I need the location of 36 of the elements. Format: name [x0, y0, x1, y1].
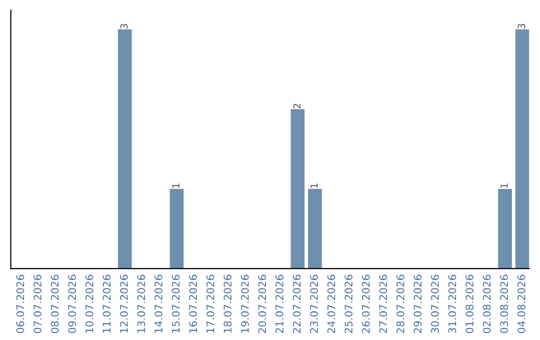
x-tick-label: 09.07.2026 — [68, 274, 76, 334]
x-tick-label: 13.07.2026 — [137, 274, 146, 333]
x-tick-label: 31.07.2026 — [448, 274, 456, 334]
data-label: 1 — [500, 184, 508, 188]
x-tick-label: 28.07.2026 — [396, 274, 404, 334]
x-tick-label: 27.07.2026 — [379, 274, 388, 334]
x-tick-label: 16.07.2026 — [189, 274, 197, 333]
data-label: 2 — [293, 104, 300, 108]
x-tick-label: 15.07.2026 — [172, 274, 180, 333]
x-tick-label: 02.08.2026 — [482, 274, 491, 334]
x-tick-label: 14.07.2026 — [154, 274, 162, 333]
x-tick-label: 23.07.2026 — [310, 274, 318, 334]
x-tick-label: 07.07.2026 — [34, 274, 42, 334]
x-tick-label: 25.07.2026 — [344, 274, 353, 334]
x-tick-label: 10.07.2026 — [85, 274, 94, 333]
x-tick-label: 29.07.2026 — [414, 274, 422, 334]
x-tick-label: 01.08.2026 — [466, 274, 474, 334]
x-tick-label: 19.07.2026 — [240, 274, 249, 333]
x-tick-label: 08.07.2026 — [50, 274, 59, 334]
x-tick-label: 20.07.2026 — [258, 274, 266, 334]
x-tick-label: 22.07.2026 — [292, 274, 301, 334]
x-tick-label: 30.07.2026 — [431, 274, 439, 334]
x-tick-label: 18.07.2026 — [224, 274, 232, 333]
data-label: 1 — [310, 184, 318, 188]
data-label: 3 — [120, 24, 128, 29]
data-label: 1 — [172, 184, 180, 188]
x-tick-label: 17.07.2026 — [206, 274, 214, 333]
x-tick-label: 24.07.2026 — [327, 274, 336, 334]
x-tick-label: 06.07.2026 — [16, 274, 24, 334]
data-label: 3 — [518, 24, 526, 29]
x-tick-label: 21.07.2026 — [276, 274, 284, 334]
x-tick-label: 03.08.2026 — [500, 274, 508, 334]
x-tick-label: 11.07.2026 — [102, 274, 111, 333]
x-tick-label: 04.08.2026 — [517, 274, 526, 334]
x-tick-label: 12.07.2026 — [120, 274, 128, 333]
x-tick-label: 26.07.2026 — [362, 274, 370, 334]
